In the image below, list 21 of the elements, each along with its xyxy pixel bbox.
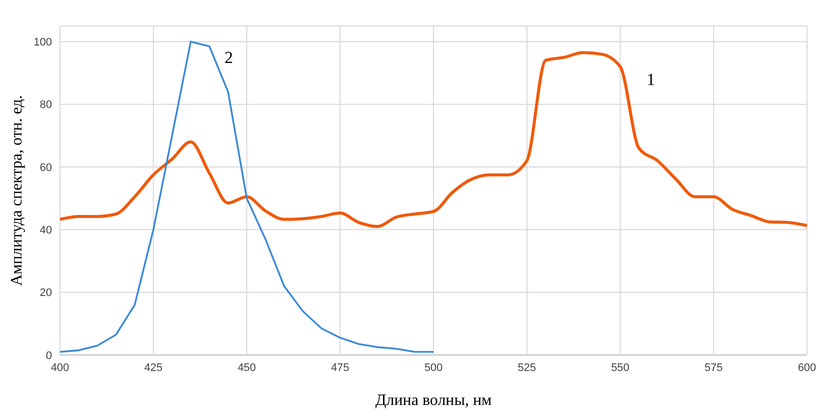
x-tick-label: 400	[50, 362, 70, 374]
y-tick-label: 80	[40, 99, 52, 112]
y-tick-label: 60	[40, 162, 52, 174]
y-tick-label: 20	[40, 287, 52, 300]
y-tick-label: 0	[46, 350, 52, 362]
series-label: 1	[646, 70, 656, 90]
y-tick-label: 100	[34, 36, 52, 49]
x-tick-label: 575	[704, 362, 723, 374]
line-series	[60, 40, 434, 353]
x-tick-label: 425	[144, 362, 163, 374]
x-tick-label: 500	[424, 362, 443, 374]
x-tick-label: 450	[238, 362, 256, 374]
x-tick-label: 475	[330, 362, 350, 374]
x-tick-label: 600	[798, 362, 816, 374]
x-tick-label: 550	[611, 362, 630, 374]
series-label: 2	[224, 48, 233, 68]
line-series	[60, 51, 807, 228]
y-axis-title: Амплитуда спектра, отн. ед.	[8, 95, 26, 286]
x-axis-title: Длина волны, нм	[375, 392, 492, 409]
x-tick-label: 525	[518, 362, 536, 374]
y-tick-label: 40	[40, 224, 52, 237]
